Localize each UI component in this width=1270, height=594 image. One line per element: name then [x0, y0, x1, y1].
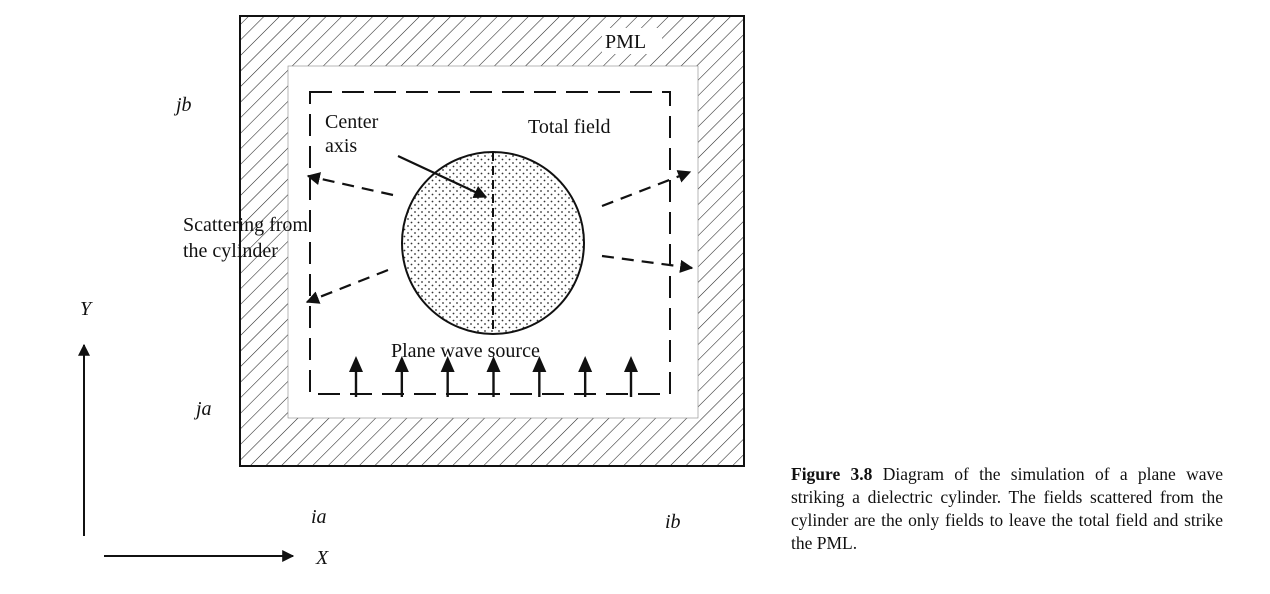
scattering-label-line1: Scattering from — [183, 214, 308, 236]
pml-region — [239, 15, 745, 467]
figure-caption: Figure 3.8 Diagram of the simulation of … — [791, 463, 1223, 555]
ja-label: ja — [193, 398, 212, 420]
scatter-arrow-lower-right — [601, 254, 694, 273]
dielectric-cylinder — [401, 151, 585, 335]
source-arrow-head — [394, 356, 409, 372]
scatter-arrow-lower-left — [305, 268, 389, 304]
source-arrow-head — [578, 356, 593, 372]
total-field-boundary — [309, 91, 671, 395]
total-field-label: Total field — [528, 116, 610, 138]
source-arrow-head — [532, 356, 547, 372]
axes — [78, 343, 295, 562]
ia-label: ia — [311, 506, 327, 528]
figure-number: Figure 3.8 — [791, 464, 873, 484]
scatter-arrow-upper-right — [601, 170, 692, 208]
center-axis-pointer-arrow — [397, 155, 488, 198]
x-axis-label: X — [315, 547, 329, 569]
y-axis-label: Y — [80, 298, 93, 320]
scatter-arrow-upper-left — [306, 172, 394, 197]
ib-label: ib — [665, 511, 681, 533]
center-axis-label-line1: Center — [325, 111, 379, 133]
pml-label: PML — [605, 31, 646, 53]
caption-text: Diagram of the simulation of a plane wav… — [791, 464, 1223, 553]
source-arrow-head — [349, 356, 363, 372]
source-arrow-head — [624, 356, 638, 372]
source-arrow-head — [486, 356, 501, 372]
scattering-label-line2: the cylinder — [183, 240, 278, 262]
scattered-field-arrows — [305, 170, 694, 304]
plane-wave-source-arrows — [349, 356, 638, 397]
center-axis-label-line2: axis — [325, 135, 357, 157]
jb-label: jb — [173, 94, 192, 116]
plane-wave-source-label: Plane wave source — [391, 340, 540, 362]
source-arrow-head — [440, 356, 455, 372]
